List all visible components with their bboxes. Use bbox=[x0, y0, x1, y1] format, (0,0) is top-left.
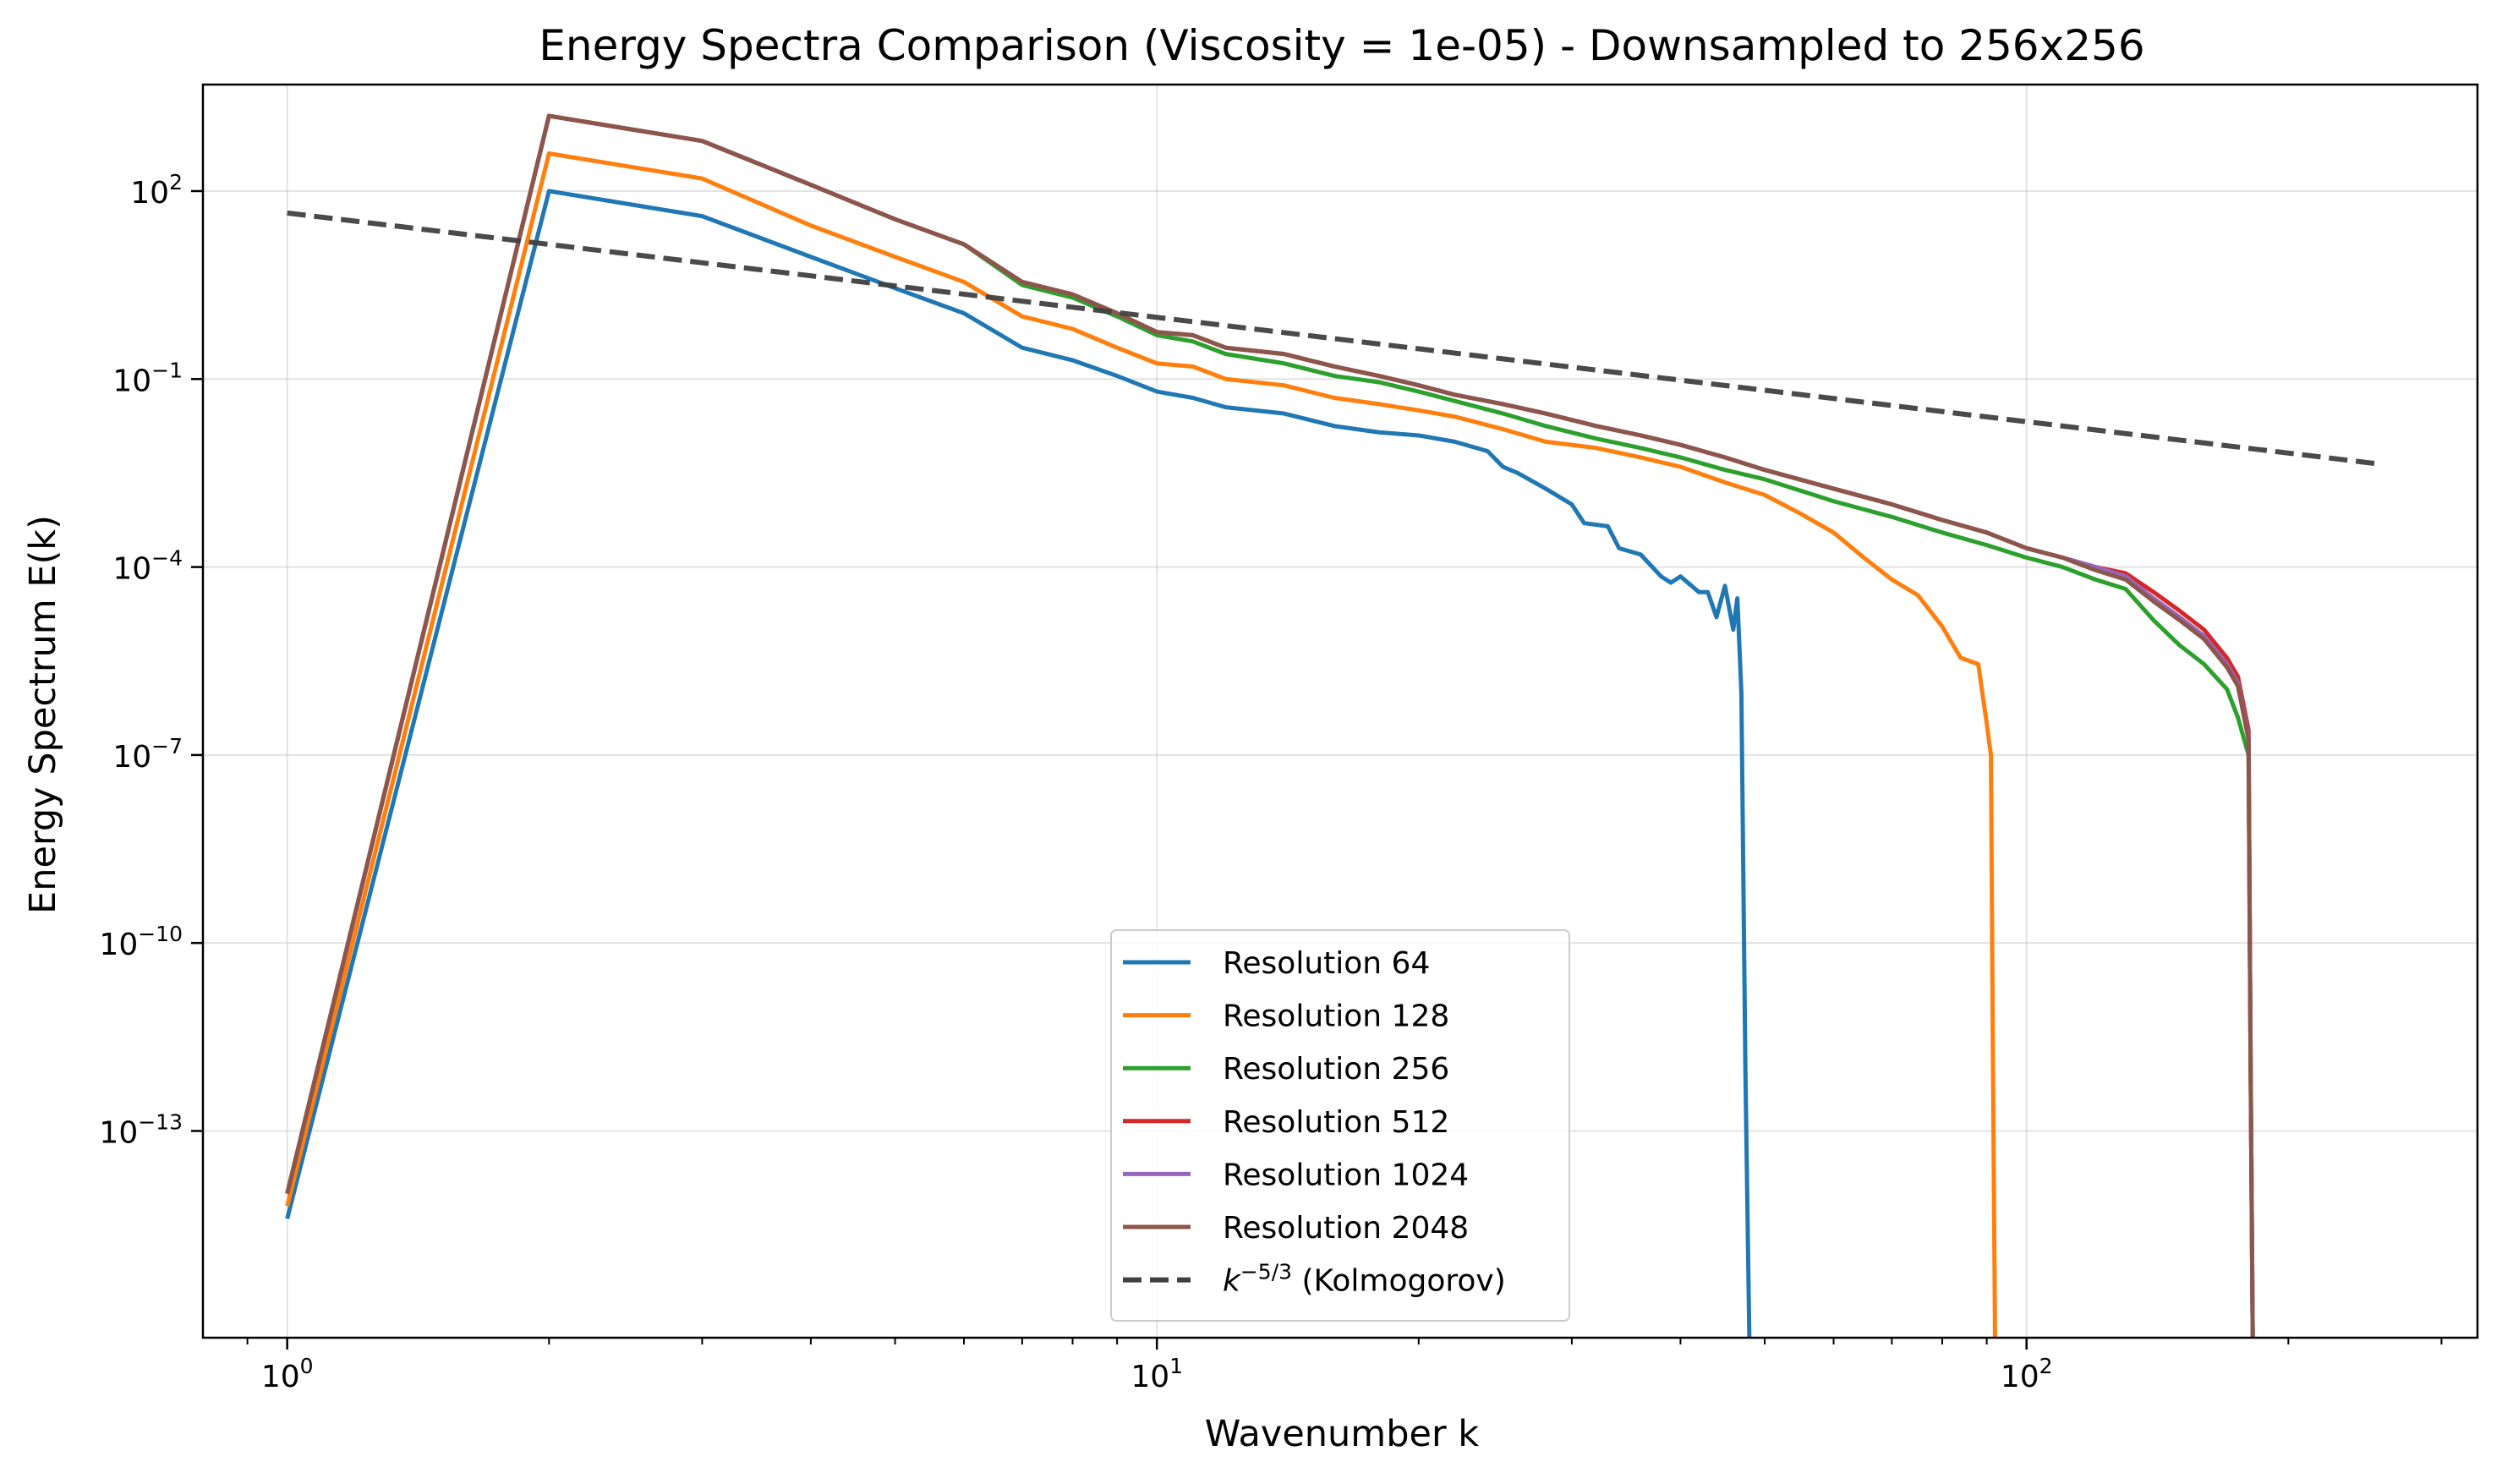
x-tick-label: 102 bbox=[2001, 1354, 2053, 1394]
axes-frame bbox=[201, 83, 2479, 1339]
x-tick-label: 101 bbox=[1131, 1354, 1183, 1394]
legend-label: Resolution 64 bbox=[1223, 946, 1430, 981]
legend-label: k−5/3 (Kolmogorov) bbox=[1223, 1260, 1506, 1299]
series-group bbox=[285, 113, 2382, 1338]
legend-box bbox=[1110, 929, 1570, 1322]
y-tick-label: 10−13 bbox=[99, 1109, 183, 1150]
legend-label: Resolution 128 bbox=[1223, 999, 1449, 1034]
plot-area: 100 101 102 102 10−1 10−4 10−7 10−10 10−13 bbox=[99, 83, 2479, 1394]
y-axis-label: Energy Spectrum E(k) bbox=[22, 515, 64, 914]
y-tick-label: 10−4 bbox=[112, 546, 183, 587]
series-line bbox=[285, 189, 1752, 1338]
series-line bbox=[285, 113, 2255, 1338]
legend-label: Resolution 2048 bbox=[1223, 1211, 1469, 1246]
y-ticks: 102 10−1 10−4 10−7 10−10 10−13 bbox=[99, 170, 203, 1150]
legend-label: Resolution 256 bbox=[1223, 1052, 1449, 1087]
series-line bbox=[285, 113, 2255, 1338]
legend-label: Resolution 512 bbox=[1223, 1105, 1449, 1140]
chart-title: Energy Spectra Comparison (Viscosity = 1… bbox=[539, 21, 2144, 70]
legend: Resolution 64 Resolution 128 Resolution 25… bbox=[1110, 929, 1570, 1322]
x-ticks: 100 101 102 bbox=[261, 1338, 2053, 1394]
y-tick-label: 10−1 bbox=[112, 358, 183, 398]
y-tick-label: 102 bbox=[130, 170, 183, 211]
y-tick-label: 10−7 bbox=[112, 734, 183, 775]
series-line bbox=[285, 151, 1997, 1338]
x-tick-label: 100 bbox=[261, 1354, 314, 1394]
x-axis-label: Wavenumber k bbox=[1205, 1413, 1480, 1455]
y-tick-label: 10−10 bbox=[99, 922, 183, 962]
legend-label: Resolution 1024 bbox=[1223, 1158, 1469, 1192]
x-minor-ticks bbox=[246, 1338, 2443, 1344]
